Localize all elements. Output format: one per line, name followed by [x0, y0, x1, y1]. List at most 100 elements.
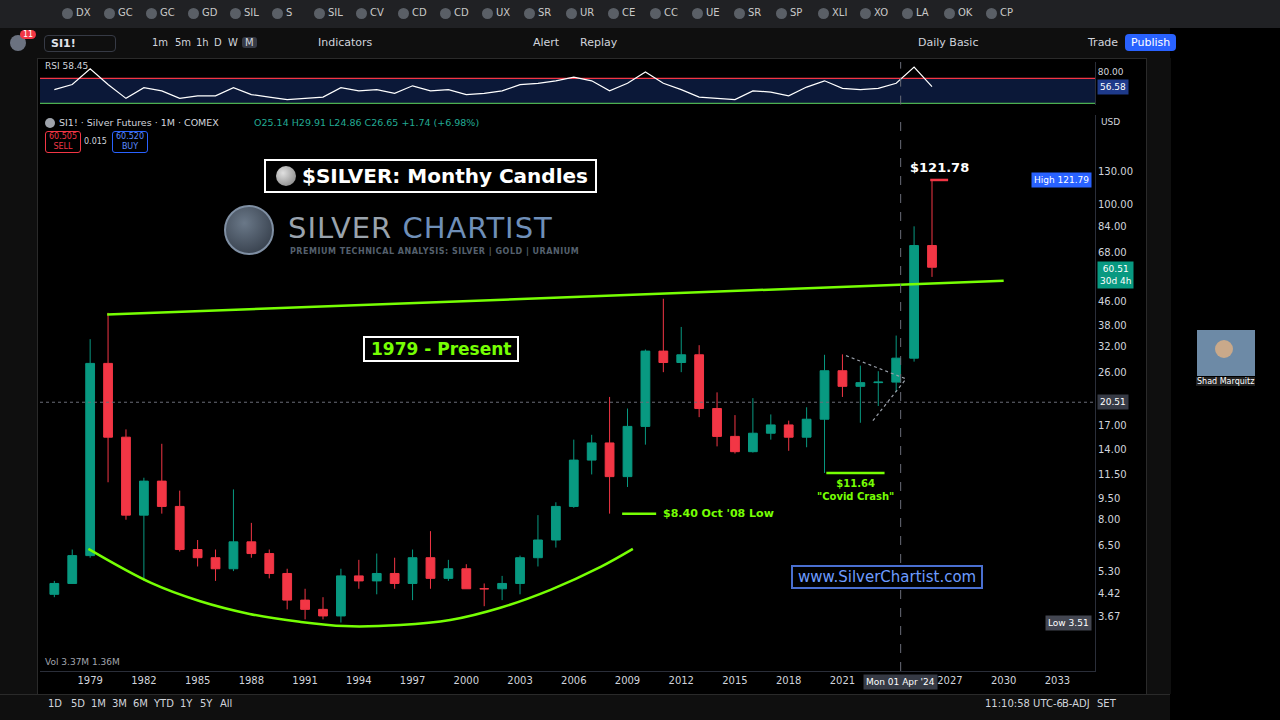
html-text:YTD: YTD — [154, 698, 174, 709]
html-text:OK: OK — [958, 7, 973, 18]
html-text:SP: SP — [790, 7, 803, 18]
svg-text:4.42: 4.42 — [1098, 588, 1120, 599]
svg-text:2003: 2003 — [507, 675, 532, 686]
html-text:GD: GD — [202, 7, 218, 18]
html-text:M: M — [245, 37, 254, 48]
html-text:Vol 3.37M 1.36M: Vol 3.37M 1.36M — [45, 657, 120, 667]
svg-text:11.50: 11.50 — [1098, 469, 1127, 480]
html-text:GC: GC — [160, 7, 175, 18]
svg-text:68.00: 68.00 — [1098, 247, 1127, 258]
html-text:DX: DX — [76, 7, 91, 18]
svg-text:130.00: 130.00 — [1098, 166, 1133, 177]
html-text:11: 11 — [23, 30, 34, 39]
svg-text:1985: 1985 — [185, 675, 210, 686]
svg-text:56.58: 56.58 — [1100, 82, 1126, 92]
svg-text:80.00: 80.00 — [1098, 67, 1124, 77]
svg-text:8.00: 8.00 — [1098, 514, 1120, 525]
svg-text:Low 3.51: Low 3.51 — [1048, 618, 1089, 628]
svg-text:$121.78: $121.78 — [910, 160, 969, 175]
svg-text:6.50: 6.50 — [1098, 540, 1120, 551]
svg-text:20.51: 20.51 — [1100, 397, 1126, 407]
svg-text:46.00: 46.00 — [1098, 296, 1127, 307]
html-text:1M: 1M — [91, 698, 106, 709]
html-text:CE: CE — [622, 7, 636, 18]
svg-text:2006: 2006 — [561, 675, 586, 686]
svg-text:1994: 1994 — [346, 675, 371, 686]
svg-text:1991: 1991 — [292, 675, 317, 686]
html-text:Replay: Replay — [580, 36, 618, 49]
svg-text:100.00: 100.00 — [1098, 199, 1133, 210]
html-text:Publish: Publish — [1131, 36, 1171, 49]
html-text:CV: CV — [370, 7, 384, 18]
svg-text:17.00: 17.00 — [1098, 420, 1127, 431]
html-text:SR: SR — [748, 7, 762, 18]
html-text:GC: GC — [118, 7, 133, 18]
svg-text:60.5130d 4h: 60.5130d 4h — [1100, 264, 1131, 286]
html-text:XLI: XLI — [832, 7, 848, 18]
svg-text:2012: 2012 — [669, 675, 694, 686]
svg-text:9.50: 9.50 — [1098, 493, 1120, 504]
html-text:3M: 3M — [112, 698, 127, 709]
html-text:Daily Basic: Daily Basic — [918, 36, 979, 49]
html-text:www.SilverChartist.com: www.SilverChartist.com — [798, 568, 977, 586]
html-text:All: All — [220, 698, 233, 709]
html-text:1979 - Present: 1979 - Present — [371, 339, 512, 359]
html-text:Alert: Alert — [533, 36, 560, 49]
html-text:USD: USD — [1101, 117, 1121, 127]
svg-text:1988: 1988 — [239, 675, 264, 686]
html-text:CP: CP — [1000, 7, 1013, 18]
svg-text:14.00: 14.00 — [1098, 444, 1127, 455]
html-text:1D: 1D — [48, 698, 63, 709]
html-text:Indicators: Indicators — [318, 36, 373, 49]
html-text:O25.14 H29.91 L24.86 C26.65 +1: O25.14 H29.91 L24.86 C26.65 +1.74 (+6.98… — [254, 117, 480, 128]
html-text:XO: XO — [874, 7, 889, 18]
svg-text:High 121.79: High 121.79 — [1034, 175, 1089, 185]
svg-text:2009: 2009 — [615, 675, 640, 686]
html-text:$SILVER: Monthy Candles: $SILVER: Monthy Candles — [302, 164, 588, 188]
html-text:RSI 58.45: RSI 58.45 — [45, 61, 89, 71]
html-text:1Y: 1Y — [180, 698, 193, 709]
html-text:CD: CD — [412, 7, 427, 18]
svg-text:1997: 1997 — [400, 675, 425, 686]
html-text:SR: SR — [538, 7, 552, 18]
svg-text:Mon 01 Apr '24: Mon 01 Apr '24 — [866, 677, 935, 687]
svg-text:3.67: 3.67 — [1098, 611, 1120, 622]
html-text:UR: UR — [580, 7, 595, 18]
html-text:SET: SET — [1097, 698, 1116, 709]
svg-text:$8.40 Oct '08 Low: $8.40 Oct '08 Low — [663, 507, 774, 520]
svg-text:2027: 2027 — [937, 675, 962, 686]
svg-text:$11.64"Covid Crash": $11.64"Covid Crash" — [817, 478, 894, 502]
html-text:1m: 1m — [152, 37, 169, 48]
svg-text:1982: 1982 — [131, 675, 156, 686]
html-text:SI1! · Silver Futures · 1M · C: SI1! · Silver Futures · 1M · COMEX — [59, 117, 219, 128]
html-text:Trade: Trade — [1088, 36, 1119, 49]
svg-text:5.30: 5.30 — [1098, 566, 1120, 577]
svg-text:38.00: 38.00 — [1098, 320, 1127, 331]
html-text:5Y: 5Y — [200, 698, 213, 709]
html-text:SILVER CHARTIST: SILVER CHARTIST — [288, 211, 553, 245]
html-text:LA: LA — [916, 7, 929, 18]
html-text:5D: 5D — [71, 698, 86, 709]
html-text:SI1!: SI1! — [51, 37, 76, 50]
svg-text:2021: 2021 — [830, 675, 855, 686]
svg-text:2015: 2015 — [722, 675, 747, 686]
svg-text:2018: 2018 — [776, 675, 801, 686]
html-text:CC: CC — [664, 7, 678, 18]
html-text:5m: 5m — [175, 37, 192, 48]
html-text:11:10:58 UTC-6 B-ADJ: 11:10:58 UTC-6 B-ADJ — [985, 698, 1090, 709]
html-text:SIL: SIL — [328, 7, 343, 18]
html-text:SIL: SIL — [244, 7, 259, 18]
svg-text:26.00: 26.00 — [1098, 367, 1127, 378]
html-text:1h: 1h — [196, 37, 209, 48]
html-text:UE: UE — [706, 7, 720, 18]
svg-text:2030: 2030 — [991, 675, 1016, 686]
svg-text:32.00: 32.00 — [1098, 341, 1127, 352]
html-text:W: W — [228, 37, 238, 48]
html-text:UX: UX — [496, 7, 511, 18]
svg-text:84.00: 84.00 — [1098, 221, 1127, 232]
svg-text:1979: 1979 — [77, 675, 102, 686]
svg-text:2033: 2033 — [1045, 675, 1070, 686]
svg-text:2000: 2000 — [454, 675, 479, 686]
html-text:6M: 6M — [133, 698, 148, 709]
html-text:CD: CD — [454, 7, 469, 18]
